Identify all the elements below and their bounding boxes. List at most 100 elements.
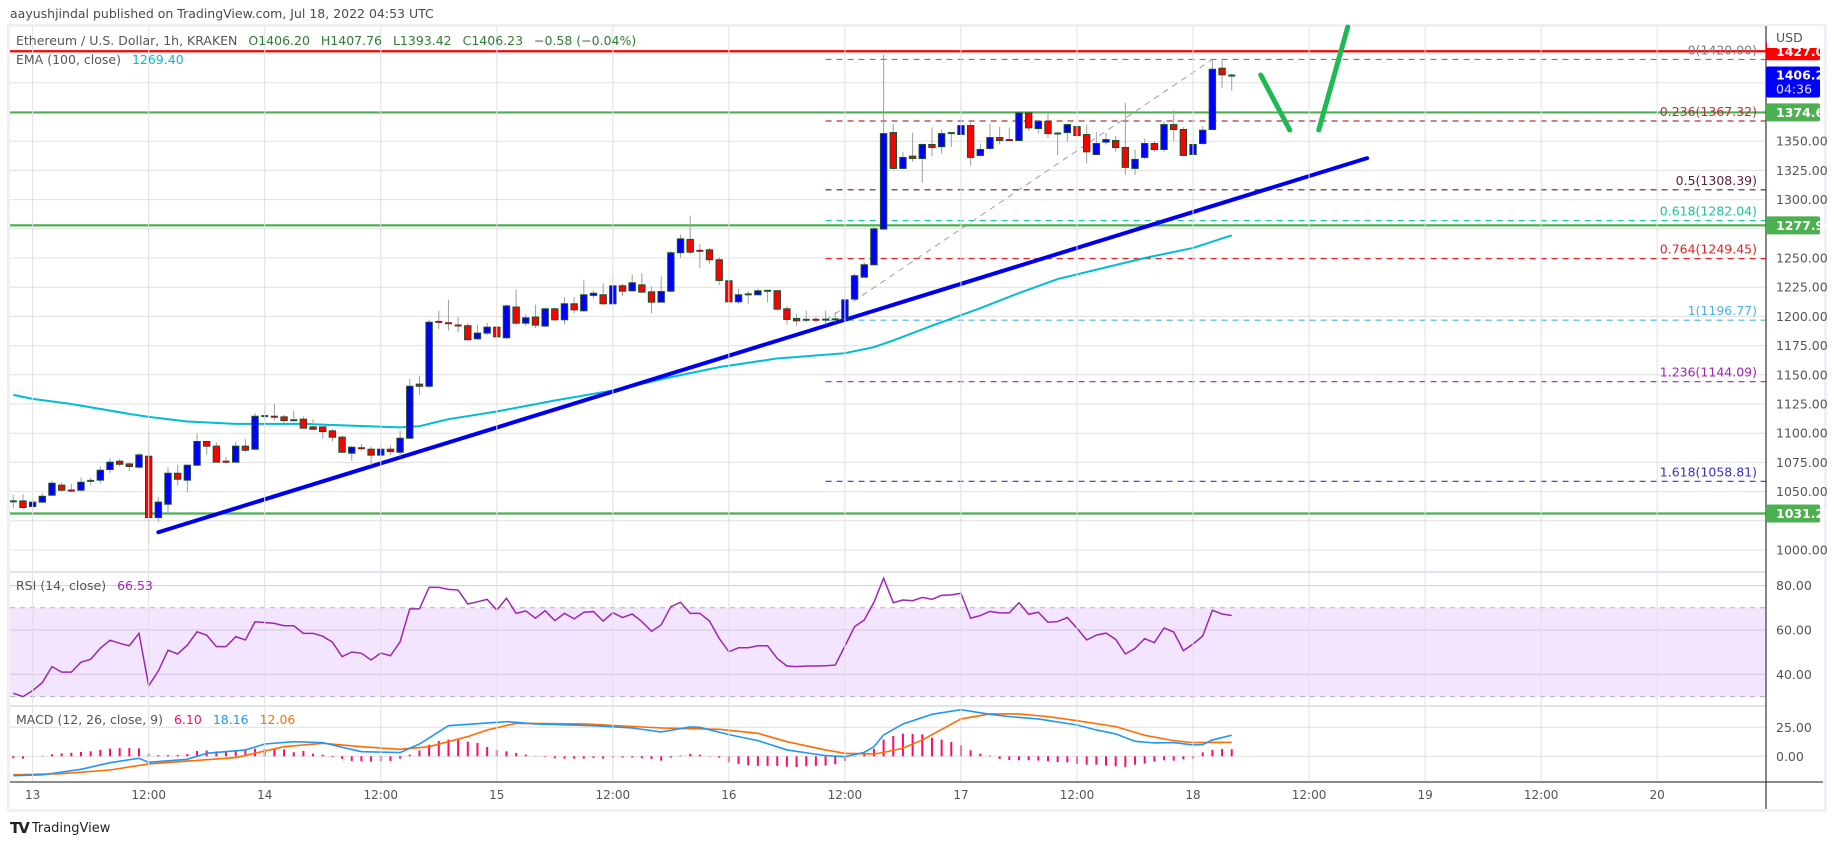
candle-doji bbox=[947, 132, 955, 135]
candle bbox=[899, 151, 907, 170]
price-level-badge[interactable] bbox=[1766, 103, 1820, 122]
candle bbox=[173, 464, 182, 486]
candle bbox=[1208, 60, 1217, 131]
candle bbox=[1092, 131, 1101, 156]
candle bbox=[125, 462, 134, 471]
macd-pane[interactable] bbox=[10, 708, 1766, 777]
candle bbox=[38, 493, 47, 504]
candle-body-down bbox=[1121, 147, 1130, 168]
candle bbox=[357, 443, 365, 451]
candle bbox=[773, 290, 781, 311]
time-tick-label: 15 bbox=[489, 788, 504, 802]
candle-body-up bbox=[164, 472, 172, 505]
candle-body-up bbox=[1131, 158, 1139, 169]
candle bbox=[1150, 141, 1159, 152]
candle-body-up bbox=[406, 385, 414, 439]
candle bbox=[57, 482, 66, 492]
ohlc-high: H1407.76 bbox=[320, 33, 382, 48]
rsi-pane[interactable] bbox=[10, 576, 1766, 698]
candle-body-up bbox=[850, 275, 859, 300]
candle bbox=[783, 305, 791, 325]
candle-body-down bbox=[599, 294, 607, 305]
time-tick-label: 16 bbox=[721, 788, 736, 802]
last-price-badge[interactable] bbox=[1766, 66, 1820, 98]
tradingview-logo[interactable]: TV TradingView bbox=[10, 819, 110, 837]
trendline[interactable] bbox=[156, 156, 1370, 535]
ohlc-open: O1406.20 bbox=[248, 33, 310, 48]
price-tick-label: 1325.00 bbox=[1776, 163, 1828, 178]
candle-body-down bbox=[309, 426, 317, 430]
candle bbox=[1228, 73, 1236, 91]
candle-body-up bbox=[483, 326, 491, 334]
price-level-badge[interactable] bbox=[1766, 216, 1820, 235]
macd-label: MACD (12, 26, close, 9) bbox=[16, 712, 163, 727]
candle bbox=[522, 314, 530, 327]
candle bbox=[831, 312, 839, 323]
candle-body-down bbox=[367, 448, 375, 456]
rsi-legend: RSI (14, close) 66.53 bbox=[16, 578, 160, 593]
price-tick-label: 1050.00 bbox=[1776, 484, 1828, 499]
candle-doji bbox=[764, 289, 772, 292]
candle bbox=[48, 481, 56, 497]
price-level-badge[interactable] bbox=[1766, 504, 1820, 523]
candle-doji bbox=[744, 293, 752, 296]
candle bbox=[1199, 126, 1207, 145]
candle bbox=[822, 310, 830, 325]
time-tick-label: 20 bbox=[1650, 788, 1665, 802]
candle-body-up bbox=[232, 445, 240, 463]
candle-body-down bbox=[551, 308, 559, 321]
candle-body-down bbox=[57, 484, 66, 491]
price-tick-label: 1350.00 bbox=[1776, 134, 1828, 149]
candle-body-down bbox=[1111, 139, 1120, 149]
candle-doji bbox=[357, 447, 365, 450]
candle-body-down bbox=[212, 445, 221, 463]
fib-level-label: 1.618(1058.81) bbox=[1660, 464, 1757, 479]
candle-body-down bbox=[647, 291, 656, 303]
candle bbox=[290, 410, 298, 422]
macd-line bbox=[13, 708, 1232, 777]
price-pane[interactable]: 0(1420.00) 0.236(1367.32) 0.5(1308.39) 0.61… bbox=[10, 42, 1766, 551]
rsi-value: 66.53 bbox=[117, 578, 153, 593]
last-price-label: 1406.23 bbox=[1776, 68, 1833, 83]
candle-doji bbox=[87, 479, 95, 482]
candle-body-up bbox=[580, 294, 588, 312]
chart-frame bbox=[7, 24, 1827, 812]
price-axis-bg[interactable] bbox=[1766, 26, 1823, 782]
candle bbox=[1160, 121, 1168, 152]
candle bbox=[744, 291, 752, 304]
candle-body-down bbox=[19, 500, 27, 508]
candle bbox=[396, 430, 404, 457]
candle bbox=[812, 317, 820, 323]
candle-body-down bbox=[1044, 120, 1052, 135]
candle-body-up bbox=[193, 440, 201, 466]
candle-body-down bbox=[1218, 67, 1226, 76]
candle bbox=[995, 126, 1004, 145]
candle-body-up bbox=[135, 454, 143, 468]
candle bbox=[531, 304, 540, 329]
candle bbox=[183, 464, 192, 493]
candle bbox=[541, 307, 549, 327]
green-arrow-drawing[interactable] bbox=[1258, 72, 1293, 133]
candle bbox=[512, 289, 520, 325]
candle bbox=[406, 378, 414, 440]
candle bbox=[647, 286, 656, 314]
candle bbox=[1054, 131, 1062, 156]
green-arrow-drawing[interactable] bbox=[1316, 24, 1351, 133]
candle bbox=[589, 290, 598, 298]
candle-body-up bbox=[1199, 129, 1207, 145]
fib-level-label: 1(1196.77) bbox=[1688, 303, 1757, 318]
candle bbox=[879, 54, 888, 230]
candle bbox=[1005, 127, 1013, 142]
candle-body-down bbox=[203, 440, 211, 447]
ema-label: EMA (100, close) bbox=[16, 52, 121, 67]
candle-body-down bbox=[115, 460, 124, 465]
bar-countdown-label: 04:36 bbox=[1776, 82, 1812, 97]
candle bbox=[425, 319, 433, 389]
candle bbox=[483, 322, 491, 336]
candle-body-up bbox=[560, 303, 569, 321]
candle bbox=[328, 428, 337, 442]
candle bbox=[928, 127, 936, 157]
candle-body-up bbox=[870, 228, 878, 266]
price-tick-label: 1000.00 bbox=[1776, 543, 1828, 558]
